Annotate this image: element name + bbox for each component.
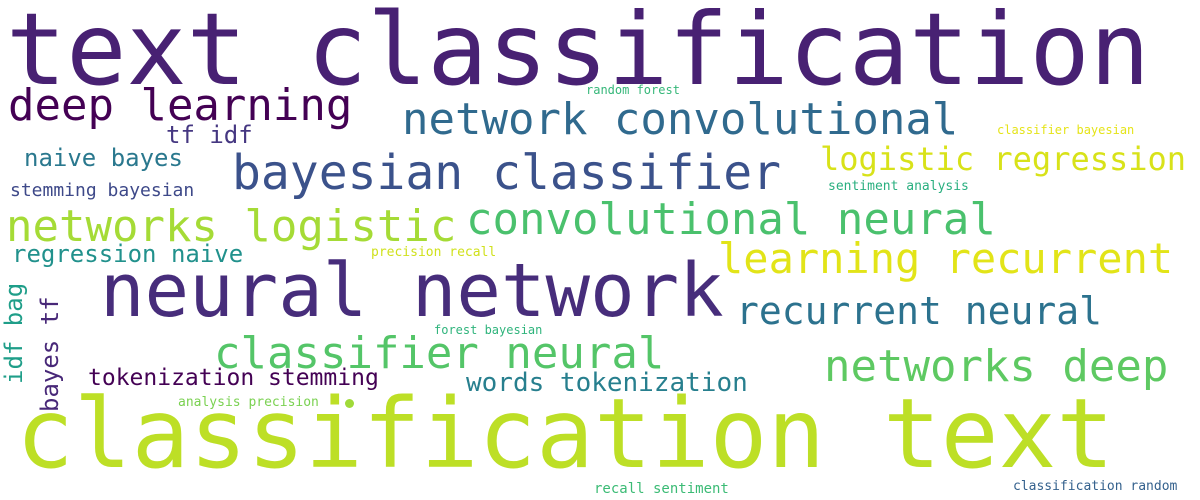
word-logistic-regression: logistic regression — [820, 140, 1187, 178]
word-forest-bayesian: forest bayesian — [434, 323, 543, 337]
word-stemming-bayesian: stemming bayesian — [10, 180, 195, 201]
word-recall-sentiment: recall sentiment — [594, 481, 729, 497]
word-regression-naive: regression naive — [12, 240, 244, 268]
word-sentiment-analysis: sentiment analysis — [828, 179, 969, 194]
word-networks-deep: networks deep — [824, 341, 1169, 392]
word-words-tokenization: words tokenization — [466, 368, 748, 398]
word-network-convolutional: network convolutional — [402, 94, 959, 145]
word-naive-bayes: naive bayes — [24, 144, 183, 172]
word-text-classification: text classification — [6, 0, 1150, 108]
word-deep-learning: deep learning — [8, 80, 353, 131]
word-random-forest: random forest — [586, 83, 680, 97]
word-tokenization-stemming: tokenization stemming — [88, 365, 379, 391]
word-analysis-precision: analysis precision — [178, 395, 319, 410]
word-classifier-bayesian: classifier bayesian — [997, 123, 1135, 137]
word-recurrent-neural: recurrent neural — [736, 289, 1103, 333]
word-neural-network: neural network — [100, 248, 724, 334]
word-classifier-neural: classifier neural — [214, 328, 665, 379]
word-classification-text: classification text — [16, 378, 1115, 490]
word-idf-bag: idf bag — [0, 282, 28, 384]
dot-mark — [345, 399, 354, 408]
word-tf-idf: tf idf — [166, 121, 253, 149]
word-learning-recurrent: learning recurrent — [718, 234, 1174, 283]
word-convolutional-neural: convolutional neural — [466, 194, 996, 245]
word-bayes-tf: bayes tf — [36, 296, 64, 412]
word-precision-recall: precision recall — [371, 245, 497, 260]
word-classification-random: classification random — [1013, 479, 1178, 494]
word-networks-logistic: networks logistic — [6, 201, 457, 252]
word-bayesian-classifier: bayesian classifier — [232, 145, 782, 201]
